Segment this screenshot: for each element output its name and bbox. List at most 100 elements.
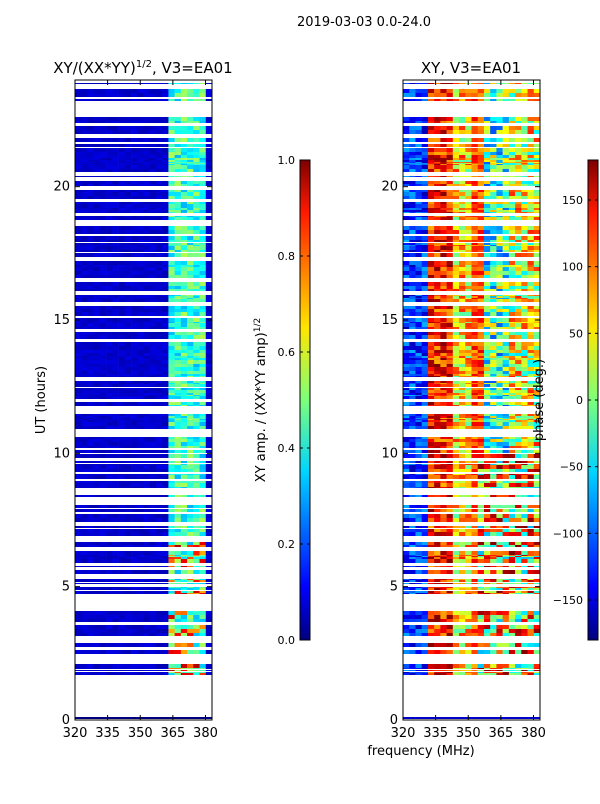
amplitude-heatmap-cell [100, 327, 107, 329]
amplitude-heatmap-cell [200, 402, 207, 405]
amplitude-heatmap-cell [150, 591, 157, 593]
amplitude-heatmap-cell [162, 405, 169, 406]
phase-heatmap-cell [453, 155, 460, 158]
amplitude-heatmap-cell [175, 426, 182, 429]
amplitude-heatmap-cell [144, 505, 151, 508]
phase-heatmap-cell [472, 289, 479, 291]
amplitude-heatmap-cell [187, 196, 194, 199]
amplitude-heatmap-cell [112, 579, 119, 580]
amplitude-heatmap-cell [81, 360, 88, 364]
phase-heatmap-cell [428, 176, 435, 177]
phase-heatmap-cell [509, 275, 516, 278]
amplitude-heatmap-cell [144, 514, 151, 518]
amplitude-heatmap-cell [106, 374, 113, 376]
amplitude-heatmap-cell [162, 454, 169, 458]
phase-heatmap-cell [447, 93, 454, 97]
amplitude-heatmap-cell [193, 555, 200, 556]
phase-heatmap-cell [490, 217, 497, 220]
amplitude-heatmap-cell [206, 190, 213, 192]
phase-heatmap-cell [496, 208, 503, 210]
amplitude-heatmap-cell [75, 381, 82, 383]
amplitude-heatmap-cell [187, 271, 194, 275]
amplitude-heatmap-cell [156, 89, 163, 93]
amplitude-heatmap-cell [181, 542, 188, 545]
amplitude-heatmap-cell [106, 312, 113, 316]
amplitude-heatmap-cell [181, 414, 188, 416]
amplitude-heatmap-cell [81, 566, 88, 567]
phase-heatmap-cell [496, 298, 503, 299]
phase-heatmap-cell [509, 364, 516, 367]
amplitude-heatmap-cell [75, 148, 82, 152]
amplitude-heatmap-cell [125, 426, 132, 429]
phase-heatmap-cell [428, 245, 435, 246]
amplitude-heatmap-cell [193, 437, 200, 439]
phase-heatmap-cell [403, 212, 410, 213]
amplitude-heatmap-cell [131, 162, 138, 163]
phase-heatmap-cell [490, 117, 497, 121]
amplitude-heatmap-cell [150, 265, 157, 267]
amplitude-heatmap-cell [200, 312, 207, 316]
amplitude-y-tick-label: 20 [53, 180, 70, 195]
amplitude-heatmap-cell [150, 422, 157, 426]
amplitude-heatmap-cell [168, 505, 175, 508]
amplitude-heatmap-cell [119, 184, 126, 186]
amplitude-heatmap-cell [200, 414, 207, 416]
amplitude-heatmap-cell [94, 83, 101, 84]
amplitude-heatmap-cell [187, 570, 194, 574]
phase-heatmap-cell [459, 346, 466, 350]
phase-heatmap-cell [472, 350, 479, 353]
amplitude-heatmap-cell [106, 625, 113, 629]
phase-heatmap-cell [484, 176, 491, 177]
amplitude-heatmap-cell [131, 446, 138, 448]
amplitude-heatmap-cell [81, 202, 88, 204]
phase-heatmap-cell [484, 236, 491, 240]
amplitude-heatmap-cell [175, 160, 182, 162]
amplitude-heatmap-cell [200, 566, 207, 567]
amplitude-heatmap-cell [150, 327, 157, 329]
amplitude-heatmap-cell [175, 556, 182, 557]
phase-heatmap-cell [528, 230, 535, 234]
amplitude-heatmap-cell [87, 454, 94, 458]
amplitude-heatmap-cell [175, 121, 182, 123]
amplitude-heatmap-cell [112, 418, 119, 419]
phase-heatmap-cell [534, 152, 541, 155]
phase-heatmap-cell [478, 323, 485, 327]
phase-heatmap-cell [422, 282, 429, 286]
phase-heatmap-cell [440, 245, 447, 246]
phase-heatmap-cell [465, 204, 472, 208]
phase-heatmap-cell [434, 367, 441, 371]
amplitude-heatmap-cell [187, 668, 194, 669]
phase-heatmap-cell [521, 160, 528, 162]
phase-heatmap-cell [521, 289, 528, 291]
amplitude-heatmap-cell [162, 396, 169, 399]
amplitude-heatmap-cell [168, 312, 175, 316]
amplitude-heatmap-cell [75, 633, 82, 636]
amplitude-heatmap-cell [193, 360, 200, 364]
phase-heatmap-cell [453, 190, 460, 192]
phase-heatmap-cell [409, 388, 416, 390]
amplitude-heatmap-cell [206, 374, 213, 376]
amplitude-heatmap-cell [137, 580, 144, 582]
amplitude-heatmap-cell [150, 583, 157, 584]
amplitude-heatmap-cell [168, 383, 175, 384]
amplitude-heatmap-cell [193, 384, 200, 387]
amplitude-heatmap-cell [187, 446, 194, 448]
amplitude-heatmap-cell [144, 160, 151, 162]
phase-heatmap-cell [472, 130, 479, 134]
phase-heatmap-cell [496, 335, 503, 339]
phase-heatmap-cell [440, 353, 447, 356]
amplitude-heatmap-cell [175, 664, 182, 668]
amplitude-heatmap-cell [150, 446, 157, 448]
amplitude-heatmap-cell [75, 570, 82, 574]
amplitude-heatmap-cell [193, 414, 200, 416]
amplitude-heatmap-cell [175, 518, 182, 522]
amplitude-heatmap-cell [187, 322, 194, 323]
amplitude-heatmap-cell [168, 196, 175, 199]
phase-heatmap-cell [459, 286, 466, 289]
phase-heatmap-cell [490, 332, 497, 335]
amplitude-heatmap-cell [81, 246, 88, 250]
phase-heatmap-cell [447, 299, 454, 302]
amplitude-heatmap-cell [162, 650, 169, 654]
amplitude-colorbar-label: XY amp. / (XX*YY amp)1/2 [253, 318, 269, 482]
phase-heatmap-cell [465, 322, 472, 323]
